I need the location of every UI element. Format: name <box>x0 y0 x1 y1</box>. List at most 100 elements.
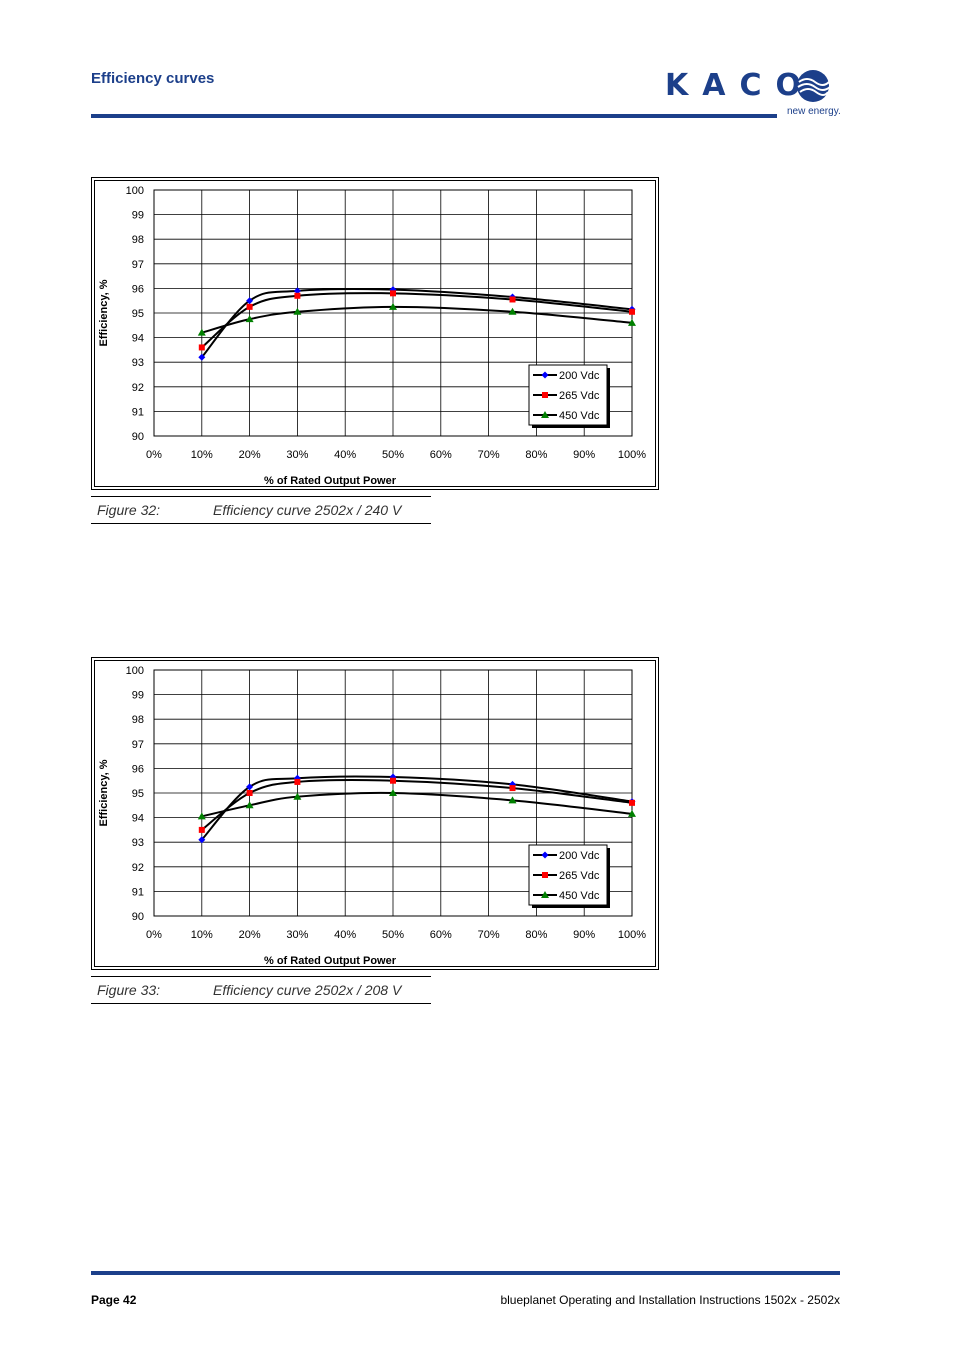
x-tick-label: 40% <box>334 449 356 461</box>
y-axis-label: Efficiency, % <box>98 279 110 346</box>
efficiency-chart-208v: 0% 10% 20% 30% 40% 50% 60% 70% 80% 90% 100% 90 91 92 9… <box>91 657 659 970</box>
y-tick-label: 95 <box>132 788 144 800</box>
square-marker <box>509 296 516 303</box>
x-tick-label: 90% <box>573 929 595 941</box>
chart-svg: 0% 10% 20% 30% 40% 50% 60% 70% 80% 90% 100% 90 91 92 9… <box>91 177 659 490</box>
triangle-marker <box>245 801 254 809</box>
y-axis-label: Efficiency, % <box>98 759 110 826</box>
x-tick-label: 40% <box>334 929 356 941</box>
x-tick-label: 20% <box>239 449 261 461</box>
square-marker <box>294 292 301 299</box>
y-tick-label: 96 <box>132 763 144 775</box>
square-marker <box>246 303 253 310</box>
page-number: Page 42 <box>91 1293 137 1307</box>
header-rule <box>91 114 777 118</box>
y-tick-label: 100 <box>126 665 144 677</box>
wave-logo-icon <box>797 70 831 102</box>
y-tick-label: 100 <box>126 185 144 197</box>
caption-text: Efficiency curve 2502x / 240 V <box>213 502 402 518</box>
square-marker <box>198 826 205 833</box>
y-tick-label: 94 <box>132 333 144 345</box>
triangle-marker <box>389 302 397 310</box>
legend: 200 Vdc 265 Vdc 450 Vdc <box>528 364 608 426</box>
chart-outer-border <box>91 657 659 970</box>
triangle-marker <box>541 411 549 418</box>
caption-number: Figure 33: <box>97 982 161 998</box>
x-tick-label: 80% <box>525 929 547 941</box>
x-tick-label: 30% <box>286 449 308 461</box>
square-marker <box>294 778 301 785</box>
triangle-marker <box>628 318 636 326</box>
diamond-marker <box>198 836 206 844</box>
diamond-marker <box>293 287 301 295</box>
y-tick-label: 94 <box>132 813 144 825</box>
x-tick-label: 90% <box>573 449 595 461</box>
square-marker <box>390 290 396 297</box>
section-title: Efficiency curves <box>91 70 215 87</box>
legend-label: 450 Vdc <box>559 890 600 902</box>
y-tick-label: 93 <box>132 357 144 369</box>
x-tick-label: 100% <box>618 449 646 461</box>
x-axis-label: % of Rated Output Power <box>264 475 397 487</box>
square-marker <box>542 872 548 878</box>
x-tick-label: 30% <box>286 929 308 941</box>
y-tick-label: 92 <box>132 382 144 394</box>
diamond-marker <box>389 286 397 294</box>
series-450-vdc <box>197 302 636 336</box>
chart-outer-border <box>91 177 659 490</box>
diamond-marker <box>509 780 516 788</box>
y-tick-label: 90 <box>132 911 144 923</box>
triangle-marker <box>389 789 397 796</box>
x-tick-label: 100% <box>618 929 646 941</box>
kaco-logo: KACO new energy. <box>665 66 845 122</box>
triangle-marker <box>508 307 517 315</box>
y-tick-label: 98 <box>132 234 144 246</box>
series-265-vdc <box>198 777 635 833</box>
diamond-marker <box>541 851 549 859</box>
chart-svg: 0% 10% 20% 30% 40% 50% 60% 70% 80% 90% 100% 90 91 92 9… <box>91 657 659 970</box>
y-tick-label: 93 <box>132 837 144 849</box>
x-tick-label: 80% <box>525 449 547 461</box>
triangle-marker <box>508 796 517 804</box>
square-marker <box>246 790 253 796</box>
y-tick-label: 91 <box>132 406 144 418</box>
legend-label: 265 Vdc <box>559 390 600 402</box>
legend: 200 Vdc 265 Vdc 450 Vdc <box>528 844 608 906</box>
efficiency-chart-240v: 0% 10% 20% 30% 40% 50% 60% 70% 80% 90% 100% 90 91 92 9… <box>91 177 659 490</box>
x-tick-label: 10% <box>191 449 213 461</box>
triangle-marker <box>197 328 206 336</box>
caption-text: Efficiency curve 2502x / 208 V <box>213 982 402 998</box>
legend-label: 450 Vdc <box>559 410 600 422</box>
x-tick-label: 0% <box>146 929 162 941</box>
triangle-marker <box>628 809 636 817</box>
square-marker <box>542 392 548 398</box>
plot-area <box>153 669 633 917</box>
x-tick-label: 20% <box>239 929 261 941</box>
y-tick-label: 99 <box>132 210 144 222</box>
x-tick-label: 50% <box>382 929 404 941</box>
document-title: blueplanet Operating and Installation In… <box>500 1293 840 1307</box>
x-tick-label: 70% <box>478 929 500 941</box>
legend-label: 265 Vdc <box>559 870 600 882</box>
square-marker <box>198 344 205 351</box>
y-tick-label: 95 <box>132 308 144 320</box>
logo-wordmark: KACO <box>665 68 815 103</box>
y-tick-label: 98 <box>132 714 144 726</box>
x-tick-label: 10% <box>191 929 213 941</box>
x-axis-label: % of Rated Output Power <box>264 955 397 967</box>
y-tick-label: 97 <box>132 739 144 751</box>
y-tick-label: 92 <box>132 862 144 874</box>
triangle-marker <box>245 315 254 323</box>
caption-number: Figure 32: <box>97 502 161 518</box>
diamond-marker <box>389 773 397 781</box>
figure-caption: Figure 33: Efficiency curve 2502x / 208 … <box>91 976 431 1004</box>
square-marker <box>509 785 516 792</box>
y-tick-label: 97 <box>132 259 144 271</box>
x-tick-label: 60% <box>430 449 452 461</box>
figure-caption: Figure 32: Efficiency curve 2502x / 240 … <box>91 496 431 524</box>
square-marker <box>629 799 635 806</box>
x-tick-label: 50% <box>382 449 404 461</box>
x-tick-label: 60% <box>430 929 452 941</box>
chart-inner-border <box>94 180 656 487</box>
y-tick-label: 90 <box>132 431 144 443</box>
